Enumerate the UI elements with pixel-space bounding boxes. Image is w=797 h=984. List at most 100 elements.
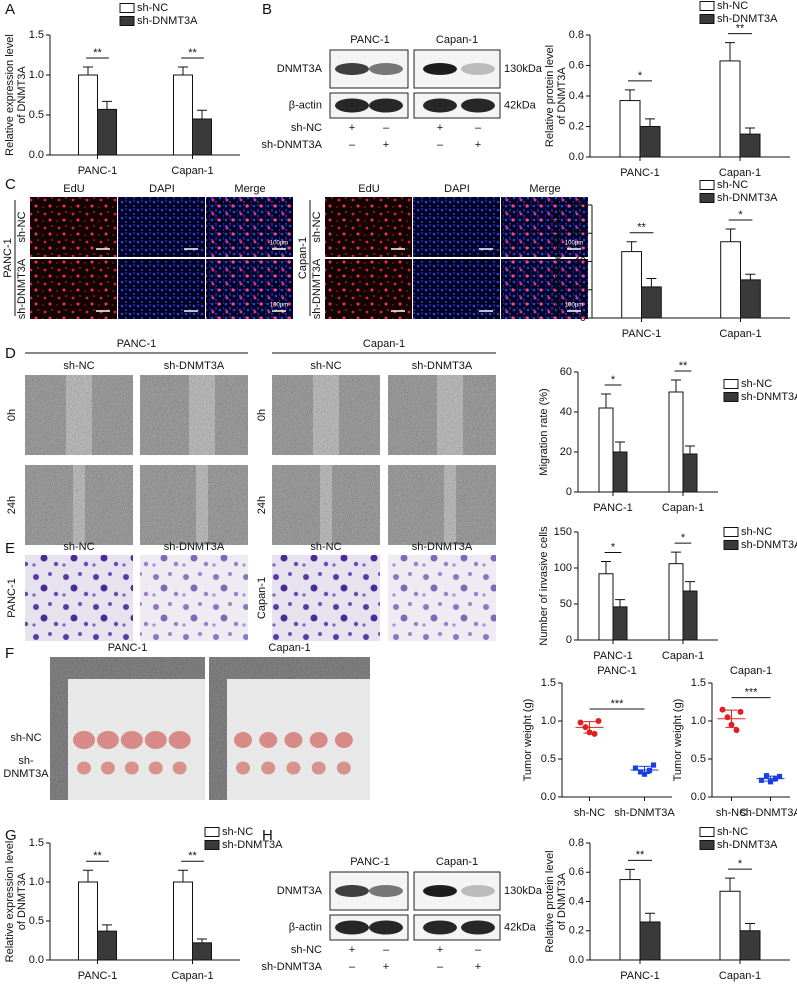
y-tick-label: 100 xyxy=(554,562,572,574)
x-tick-label: sh-DNMT3A xyxy=(614,807,675,819)
group-label: sh-NC xyxy=(10,732,41,744)
panel-letter: D xyxy=(5,345,16,362)
y-tick-label: 60 xyxy=(574,227,586,239)
error-bar xyxy=(745,273,756,280)
blot-band xyxy=(423,920,457,935)
blot-band xyxy=(461,920,495,935)
cell-label: Capan-1 xyxy=(268,642,310,654)
significance-label: ** xyxy=(637,222,646,234)
chart-title: Capan-1 xyxy=(730,665,772,677)
blot-sign: – xyxy=(383,944,390,956)
legend-label: sh-DNMT3A xyxy=(137,15,198,27)
x-tick-label: PANC-1 xyxy=(78,970,118,982)
error-bar xyxy=(178,869,188,882)
ruler xyxy=(209,657,227,800)
y-tick-label: 40 xyxy=(560,406,572,418)
legend-swatch xyxy=(699,827,715,837)
point xyxy=(758,777,765,783)
tumor xyxy=(172,761,187,775)
y-tick-label: 60 xyxy=(560,366,572,378)
transwell-image xyxy=(25,555,133,641)
blot-cell-label: Capan-1 xyxy=(436,34,478,46)
blot-size: 130kDa xyxy=(504,63,543,75)
y-tick-label: 1.5 xyxy=(29,29,44,41)
bar xyxy=(641,286,662,319)
significance-label: ** xyxy=(93,850,102,862)
y-tick-label: 0.5 xyxy=(691,753,706,765)
error-bar xyxy=(625,89,635,101)
blot-band xyxy=(369,63,403,75)
legend-swatch xyxy=(723,392,739,402)
tumor xyxy=(336,761,351,775)
tumor xyxy=(96,731,119,749)
micrograph xyxy=(501,259,588,319)
point xyxy=(595,718,602,724)
legend-label: sh-DNMT3A xyxy=(741,539,797,551)
y-tick-label: 0.8 xyxy=(569,837,584,849)
x-tick-label: PANC-1 xyxy=(593,650,633,662)
error-bar xyxy=(685,581,695,592)
group-label: sh-DNMT3A xyxy=(164,541,225,553)
error-bar xyxy=(178,66,188,75)
tumor xyxy=(124,761,139,775)
significance-label: * xyxy=(611,374,616,386)
legend-swatch xyxy=(699,193,715,203)
legend-label: sh-NC xyxy=(137,2,168,14)
tumor xyxy=(144,731,167,749)
blot-protein: DNMT3A xyxy=(277,63,323,75)
y-tick-label: 0.6 xyxy=(569,59,584,71)
significance-label: ** xyxy=(93,47,102,59)
bar xyxy=(668,391,684,493)
scratch-gap xyxy=(444,465,456,545)
y-tick-label: 20 xyxy=(574,284,586,296)
bar xyxy=(192,942,212,961)
micrograph xyxy=(118,197,205,257)
y-tick-label: 20 xyxy=(560,446,572,458)
legend-label: sh-NC xyxy=(717,826,748,838)
panel-letter: G xyxy=(5,827,17,844)
blot-sign: – xyxy=(475,944,482,956)
y-axis-label: of DNMT3A xyxy=(556,872,568,930)
error-bar xyxy=(83,66,93,75)
mean-sd xyxy=(575,721,604,734)
error-bar xyxy=(615,599,625,607)
y-tick-label: 1.5 xyxy=(541,677,556,689)
legend-label: sh-NC xyxy=(222,826,253,838)
legend-swatch xyxy=(119,3,135,13)
micrograph xyxy=(30,259,117,319)
scratch-gap xyxy=(66,375,92,455)
blot-band xyxy=(461,98,495,113)
legend-label: sh-DNMT3A xyxy=(741,391,797,403)
micrograph xyxy=(325,197,412,257)
blot-cell-label: PANC-1 xyxy=(350,856,390,868)
point xyxy=(733,727,740,734)
x-tick-label: sh-NC xyxy=(716,807,747,819)
blot-sign: – xyxy=(475,122,482,134)
tumor xyxy=(259,732,278,748)
micrograph xyxy=(206,259,293,319)
group-label: sh-NC xyxy=(63,360,94,372)
x-tick-label: Capan-1 xyxy=(719,970,761,982)
y-tick-label: 0.5 xyxy=(541,753,556,765)
y-tick-label: 0.0 xyxy=(569,151,584,163)
bar xyxy=(621,251,643,319)
blot-row-label: sh-NC xyxy=(291,122,322,134)
bar xyxy=(739,930,761,961)
bar xyxy=(719,890,741,961)
y-tick-label: 0.5 xyxy=(29,915,44,927)
error-bar xyxy=(625,868,635,880)
blot-band xyxy=(423,98,457,113)
y-axis-label: Relative protein level xyxy=(544,850,556,952)
scratch-gap xyxy=(189,375,215,455)
scratch-image xyxy=(388,465,496,545)
x-tick-label: PANC-1 xyxy=(620,167,660,179)
x-tick-label: sh-NC xyxy=(574,807,605,819)
group-label: sh-DNMT3A xyxy=(412,541,473,553)
micrograph xyxy=(413,197,500,257)
tumor xyxy=(234,732,252,748)
group-label: sh-NC xyxy=(16,211,28,242)
blot-band xyxy=(335,920,369,935)
y-axis-label: Number of invasive cells xyxy=(538,526,550,646)
blot-protein: β-actin xyxy=(289,921,322,933)
